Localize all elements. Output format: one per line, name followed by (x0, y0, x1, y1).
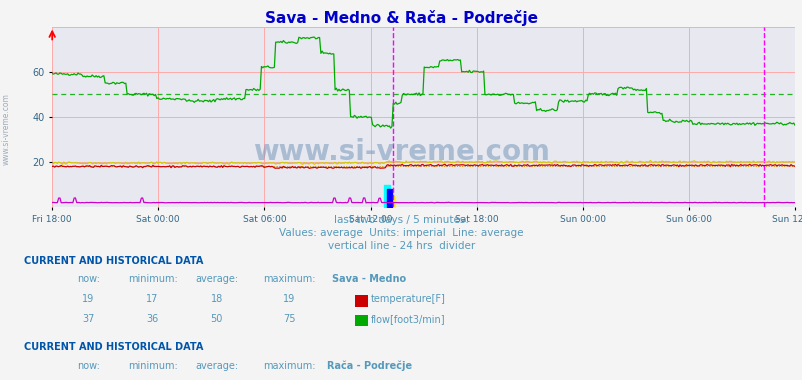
Text: 18: 18 (210, 294, 223, 304)
Text: Values: average  Units: imperial  Line: average: Values: average Units: imperial Line: av… (279, 228, 523, 238)
Text: Rača - Podrečje: Rača - Podrečje (326, 360, 411, 370)
Text: 37: 37 (82, 314, 95, 324)
Text: 19: 19 (282, 294, 295, 304)
Text: 17: 17 (146, 294, 159, 304)
Text: vertical line - 24 hrs  divider: vertical line - 24 hrs divider (327, 241, 475, 251)
Text: 75: 75 (282, 314, 295, 324)
Text: 19: 19 (82, 294, 95, 304)
Text: Sava - Medno & Rača - Podrečje: Sava - Medno & Rača - Podrečje (265, 10, 537, 25)
Text: last two days / 5 minutes.: last two days / 5 minutes. (334, 215, 468, 225)
Text: 50: 50 (210, 314, 223, 324)
Text: temperature[F]: temperature[F] (371, 294, 445, 304)
Text: average:: average: (195, 274, 238, 284)
Text: minimum:: minimum: (128, 361, 177, 370)
Text: www.si-vreme.com: www.si-vreme.com (2, 93, 11, 165)
Text: www.si-vreme.com: www.si-vreme.com (253, 138, 549, 166)
Text: CURRENT AND HISTORICAL DATA: CURRENT AND HISTORICAL DATA (24, 256, 203, 266)
Text: flow[foot3/min]: flow[foot3/min] (371, 314, 445, 324)
Text: CURRENT AND HISTORICAL DATA: CURRENT AND HISTORICAL DATA (24, 342, 203, 352)
Text: maximum:: maximum: (262, 361, 315, 370)
Text: minimum:: minimum: (128, 274, 177, 284)
Text: maximum:: maximum: (262, 274, 315, 284)
Text: average:: average: (195, 361, 238, 370)
Text: 36: 36 (146, 314, 159, 324)
Text: now:: now: (77, 361, 99, 370)
Text: now:: now: (77, 274, 99, 284)
Text: Sava - Medno: Sava - Medno (332, 274, 406, 284)
